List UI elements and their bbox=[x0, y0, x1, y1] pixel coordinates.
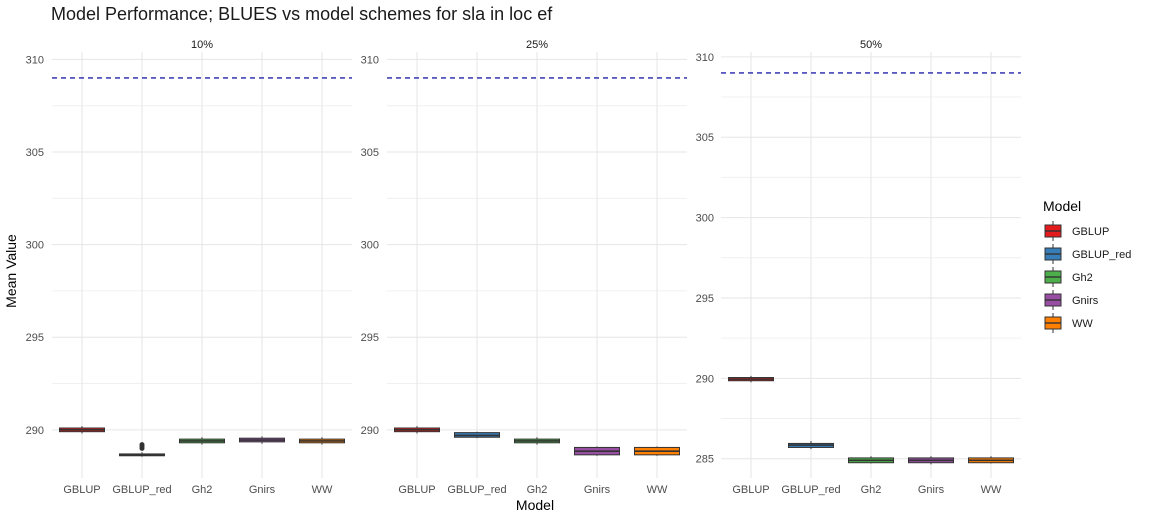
panel-0: 290 295 300 305 310 10% GBLUP GBLUP_red Gh2 Gnirs… bbox=[26, 39, 352, 496]
y-tick-label: 310 bbox=[26, 54, 44, 66]
box-WW bbox=[968, 456, 1014, 464]
legend-label: WW bbox=[1072, 318, 1093, 330]
y-tick-label: 310 bbox=[361, 54, 379, 66]
y-tick-label: 285 bbox=[696, 454, 714, 466]
legend-label: Gnirs bbox=[1072, 295, 1099, 307]
y-tick-label: 305 bbox=[696, 132, 714, 144]
legend-item-GBLUP: GBLUP bbox=[1044, 221, 1109, 241]
y-tick-label: 295 bbox=[26, 332, 44, 344]
y-tick-label: 300 bbox=[26, 240, 44, 252]
legend-item-Gnirs: Gnirs bbox=[1044, 290, 1099, 310]
chart-title: Model Performance; BLUES vs model scheme… bbox=[51, 4, 553, 24]
x-axis-title: Model bbox=[516, 497, 554, 513]
y-tick-label: 305 bbox=[26, 147, 44, 159]
facet-panels: 290 295 300 305 310 10% GBLUP GBLUP_red Gh2 Gnirs… bbox=[26, 39, 1021, 496]
box-WW bbox=[634, 446, 680, 456]
x-tick-label: Gh2 bbox=[527, 484, 548, 496]
box-Gh2 bbox=[848, 456, 894, 464]
y-axis-title: Mean Value bbox=[3, 234, 19, 308]
x-tick-label: GBLUP bbox=[732, 484, 769, 496]
x-tick-label: WW bbox=[312, 484, 333, 496]
panel-2: 285 290 295 300 305 310 50% GBLUP GBLUP_red Gh2 Gn… bbox=[696, 39, 1021, 496]
facet-label: 10% bbox=[191, 39, 213, 51]
box-GBLUP_red bbox=[788, 441, 834, 450]
box-Gh2 bbox=[179, 437, 225, 445]
y-tick-label: 310 bbox=[696, 52, 714, 64]
legend-item-WW: WW bbox=[1044, 313, 1093, 333]
legend-item-Gh2: Gh2 bbox=[1044, 267, 1093, 287]
box-Gnirs bbox=[239, 436, 285, 444]
outlier-point bbox=[139, 442, 145, 448]
x-tick-label: WW bbox=[647, 484, 668, 496]
facet-label: 25% bbox=[526, 39, 548, 51]
x-tick-label: GBLUP_red bbox=[447, 484, 506, 496]
x-tick-label: Gnirs bbox=[918, 484, 945, 496]
y-tick-label: 290 bbox=[696, 373, 714, 385]
legend-item-GBLUP_red: GBLUP_red bbox=[1044, 244, 1131, 264]
box-GBLUP_red bbox=[454, 431, 500, 439]
box-GBLUP_red bbox=[119, 442, 165, 457]
x-tick-label: GBLUP bbox=[398, 484, 435, 496]
y-tick-label: 305 bbox=[361, 147, 379, 159]
legend-title: Model bbox=[1043, 198, 1081, 214]
x-tick-label: Gh2 bbox=[861, 484, 882, 496]
legend-label: GBLUP_red bbox=[1072, 249, 1131, 261]
facet-label: 50% bbox=[860, 39, 882, 51]
box-WW bbox=[299, 437, 345, 445]
y-tick-label: 300 bbox=[696, 213, 714, 225]
box-Gh2 bbox=[514, 437, 560, 445]
y-tick-label: 290 bbox=[361, 425, 379, 437]
x-tick-label: Gnirs bbox=[584, 484, 611, 496]
y-tick-label: 300 bbox=[361, 240, 379, 252]
x-tick-label: WW bbox=[981, 484, 1002, 496]
box-Gnirs bbox=[574, 446, 620, 456]
x-tick-label: Gnirs bbox=[249, 484, 276, 496]
box-GBLUP bbox=[728, 375, 774, 383]
x-tick-label: GBLUP_red bbox=[112, 484, 171, 496]
box-Gnirs bbox=[908, 456, 954, 465]
x-tick-label: GBLUP bbox=[63, 484, 100, 496]
y-tick-label: 295 bbox=[361, 332, 379, 344]
box-GBLUP bbox=[394, 426, 440, 434]
legend-label: Gh2 bbox=[1072, 272, 1093, 284]
y-tick-label: 290 bbox=[26, 425, 44, 437]
y-tick-label: 295 bbox=[696, 293, 714, 305]
legend: Model GBLUP GBLUP_red Gh2 Gnirs WW bbox=[1043, 198, 1131, 333]
legend-label: GBLUP bbox=[1072, 226, 1109, 238]
x-tick-label: Gh2 bbox=[192, 484, 213, 496]
x-tick-label: GBLUP_red bbox=[781, 484, 840, 496]
box-GBLUP bbox=[59, 426, 105, 434]
panel-1: 290 295 300 305 310 25% GBLUP GBLUP_red Gh2 Gnirs… bbox=[361, 39, 687, 496]
